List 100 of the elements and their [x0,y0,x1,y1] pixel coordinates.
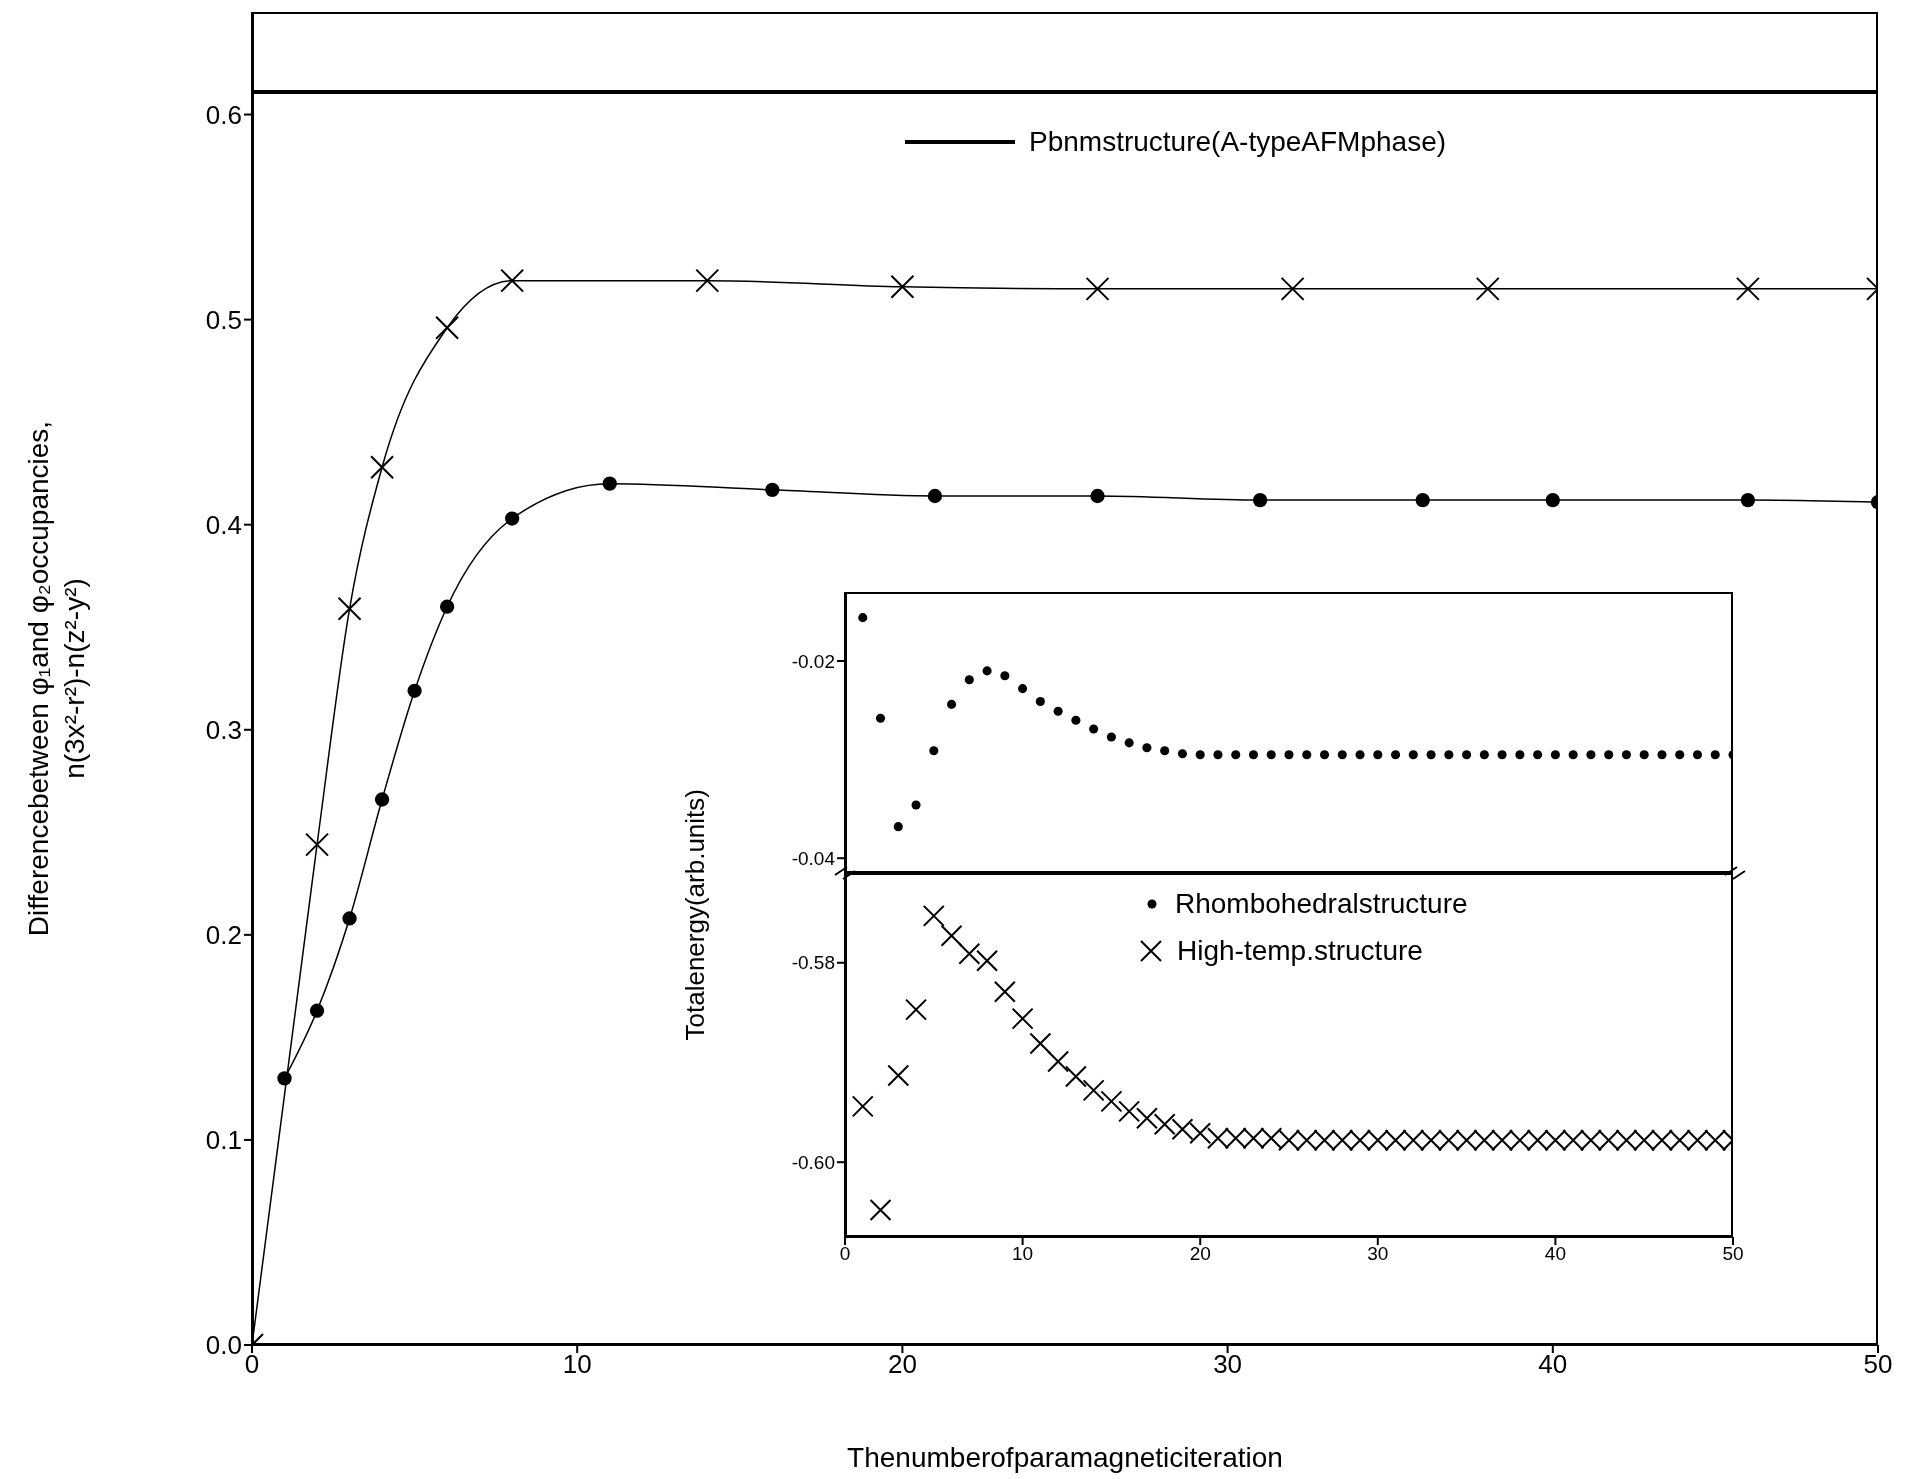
point [1657,750,1667,760]
point [1408,750,1418,760]
point [695,268,720,293]
x-tick-label: 50 [1863,1349,1893,1380]
point [1545,492,1560,508]
x-tick-label: 20 [887,1349,917,1380]
point [893,822,903,832]
point [1302,750,1312,760]
point [1011,1007,1034,1030]
point [1710,750,1720,760]
legend-label: High-temp.structure [1177,935,1423,967]
y-tick-label: 0.6 [205,99,242,130]
point [1213,750,1223,760]
point [976,949,999,972]
x-axis-title: Thenumberofparamagneticiteration [847,1442,1283,1473]
point [337,596,362,621]
x-tick-label: 10 [562,1349,592,1380]
point [765,482,780,497]
point [927,488,943,504]
y-tick-label: 0.2 [205,920,242,951]
point [958,942,981,965]
point [370,455,395,480]
point [500,268,525,293]
point [1475,276,1500,301]
point [1160,746,1170,756]
x-tick-label: 40 [1538,1349,1568,1380]
point [1604,750,1614,760]
point [1047,1050,1070,1073]
x-tick-label: 40 [1544,1243,1566,1265]
point [1280,276,1305,301]
point [602,476,617,491]
point [982,666,992,676]
point [875,713,886,723]
point [1319,750,1330,760]
point [922,904,945,927]
point [1568,750,1578,760]
point [1479,750,1489,760]
point [1735,276,1760,301]
y-tick-label: 0.3 [205,715,242,745]
point [305,832,330,857]
y-tick-label: -0.02 [791,650,835,672]
x-tick-label: 30 [1213,1349,1243,1380]
point [1100,1090,1123,1113]
point [1124,738,1134,748]
point [1415,492,1430,508]
point [1195,750,1205,760]
y-tick-label: -0.58 [791,952,835,974]
point [1029,1032,1052,1055]
point [1171,1118,1194,1141]
point [1248,750,1259,760]
point [1089,724,1099,734]
point [890,274,915,299]
point [407,683,422,698]
point [887,1064,910,1087]
point [342,911,357,926]
point [1064,1065,1087,1088]
point [993,980,1016,1003]
point [1391,750,1401,760]
y-tick-label: 0.5 [205,304,242,335]
point [1426,750,1436,760]
point [1252,492,1268,508]
x-tick-label: 50 [1722,1243,1744,1265]
y-tick-label: 0.1 [205,1125,242,1156]
point [1337,750,1347,760]
x-tick-label: 20 [1189,1243,1211,1265]
point [1740,492,1756,508]
point [1106,732,1116,742]
legend-label: Pbnmstructure(A-typeAFMphase) [1029,126,1447,158]
x-tick-label: 0 [839,1243,851,1265]
point [1621,750,1631,760]
point [1142,743,1152,753]
point [1444,750,1454,760]
point [1118,1100,1141,1123]
point [1000,671,1010,681]
point [947,699,957,709]
point [1082,1079,1105,1102]
point [1018,684,1028,694]
y-tick-label: 0.0 [205,1330,242,1361]
y-tick-label: 0.4 [205,509,242,540]
point [858,613,868,623]
x-tick-label: 10 [1012,1243,1034,1265]
point [1550,750,1560,760]
y-tick-label: -0.04 [791,847,836,869]
point [1177,749,1187,759]
point [964,675,974,685]
legend-label: Rhombohedralstructure [1175,888,1468,920]
point [1515,750,1525,760]
point [1675,750,1685,760]
point [1135,1107,1158,1130]
point [1231,750,1241,760]
point [1071,715,1081,725]
point [1266,750,1276,760]
point [1497,750,1507,760]
y-axis-title: Differencebetween φ₁and φ₂occupancies, n(3x²-r²)-n(z²-y²) [23,420,90,937]
point [1639,750,1649,760]
point [1373,750,1383,760]
point [1090,488,1105,504]
point [1586,750,1596,760]
point [1053,706,1063,716]
point [309,1003,325,1018]
